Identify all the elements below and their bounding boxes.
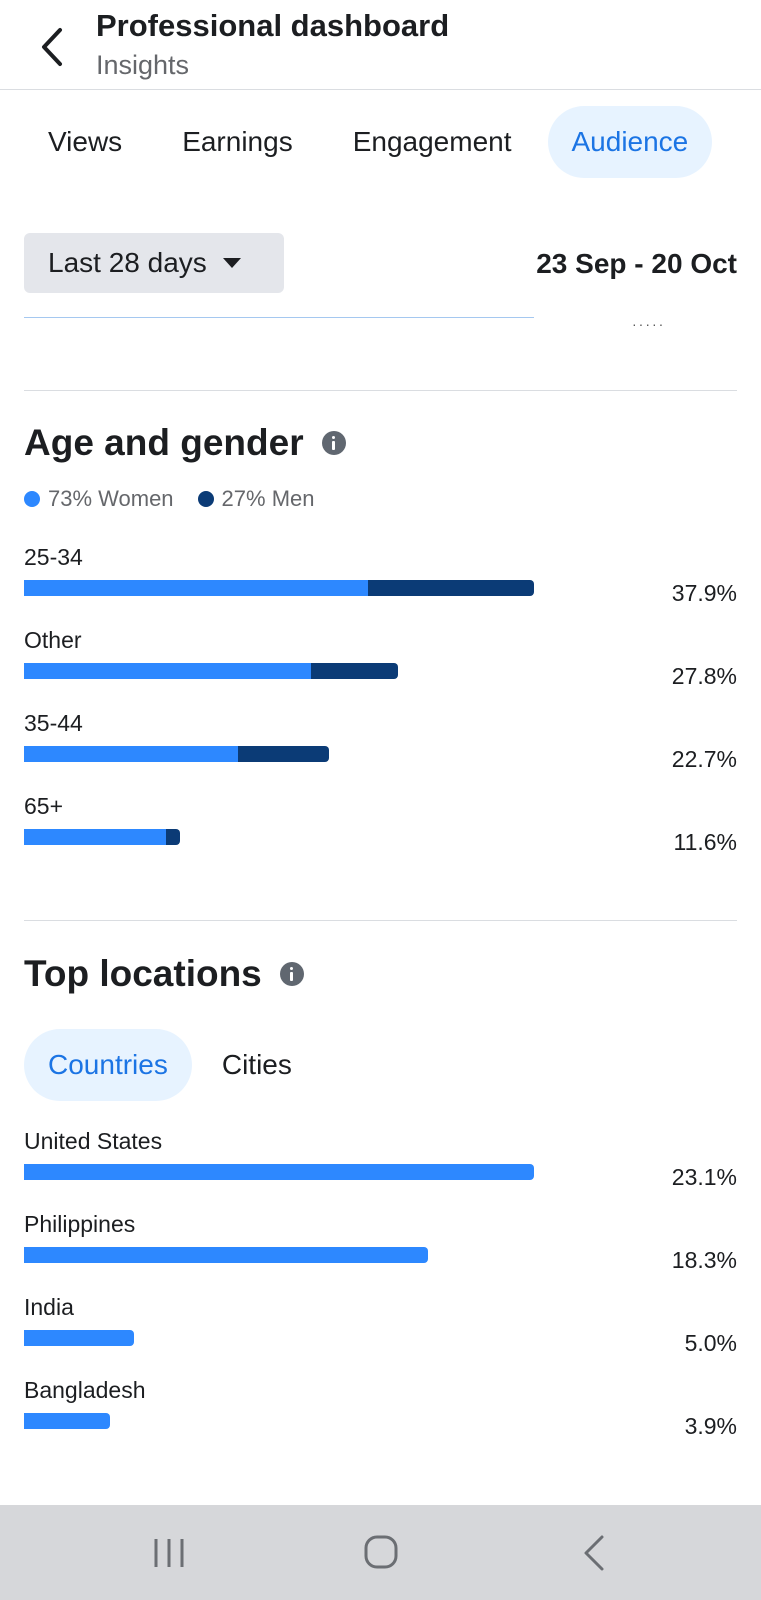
location-row: India 5.0% <box>24 1294 737 1374</box>
women-segment <box>24 746 238 762</box>
insights-tabs: Views Earnings Engagement Audience <box>24 106 713 178</box>
location-bar-fill <box>24 1330 135 1346</box>
age-row: 35-44 22.7% <box>24 710 737 790</box>
tab-earnings[interactable]: Earnings <box>182 126 293 157</box>
age-bar <box>24 580 534 596</box>
date-range-label: Last 28 days <box>48 247 207 278</box>
previous-chart-line <box>24 317 534 318</box>
back-icon <box>584 1535 604 1571</box>
recent-apps-icon <box>154 1539 184 1567</box>
tab-audience[interactable]: Audience <box>547 106 713 178</box>
location-bar <box>24 1164 534 1180</box>
location-tabs: Countries Cities <box>24 1029 316 1101</box>
age-percent: 37.9% <box>671 580 737 606</box>
legend-women: 73% Women <box>24 486 174 512</box>
age-label: 35-44 <box>24 710 83 736</box>
age-row: 65+ 11.6% <box>24 793 737 873</box>
age-row: Other 27.8% <box>24 627 737 707</box>
info-icon[interactable] <box>279 962 304 986</box>
location-bar <box>24 1247 429 1263</box>
women-dot <box>24 491 40 507</box>
home-button[interactable] <box>352 1527 412 1579</box>
legend-men-label: 27% Men <box>221 486 315 511</box>
section-divider <box>24 920 737 921</box>
legend-men: 27% Men <box>197 486 315 512</box>
age-gender-title: Age and gender <box>24 422 346 464</box>
page-title: Professional dashboard <box>96 8 450 43</box>
caret-down-icon <box>222 258 241 268</box>
location-bar-fill <box>24 1413 111 1429</box>
women-segment <box>24 663 312 679</box>
age-label: 25-34 <box>24 544 83 570</box>
location-row: Philippines 18.3% <box>24 1211 737 1291</box>
system-back-button[interactable] <box>566 1527 626 1579</box>
home-icon <box>364 1535 398 1569</box>
men-dot <box>197 491 214 507</box>
men-segment <box>368 580 534 596</box>
date-range-text: 23 Sep - 20 Oct <box>536 248 737 279</box>
app-header: Professional dashboard Insights <box>0 0 761 90</box>
tab-countries[interactable]: Countries <box>24 1029 192 1101</box>
location-bar-fill <box>24 1247 429 1263</box>
age-percent: 22.7% <box>671 746 737 772</box>
top-locations-title-text: Top locations <box>24 953 262 994</box>
info-icon[interactable] <box>321 431 346 455</box>
location-row: United States 23.1% <box>24 1128 737 1208</box>
previous-chart-edge: ····· <box>632 316 666 332</box>
recent-apps-button[interactable] <box>140 1527 200 1579</box>
women-segment <box>24 829 167 845</box>
age-row: 25-34 37.9% <box>24 544 737 624</box>
location-percent: 18.3% <box>671 1247 737 1273</box>
gender-legend: 73% Women 27% Men <box>24 486 315 512</box>
age-bar <box>24 829 181 845</box>
men-segment <box>166 829 181 845</box>
location-percent: 5.0% <box>684 1330 737 1356</box>
location-bar <box>24 1330 135 1346</box>
page-subtitle: Insights <box>96 50 190 80</box>
location-bar <box>24 1413 111 1429</box>
location-bar-fill <box>24 1164 534 1180</box>
location-label: United States <box>24 1128 163 1154</box>
location-label: Bangladesh <box>24 1377 146 1403</box>
location-label: India <box>24 1294 74 1320</box>
location-percent: 3.9% <box>684 1413 737 1439</box>
section-divider <box>24 390 737 391</box>
system-nav-bar <box>0 1505 761 1600</box>
legend-women-label: 73% Women <box>48 486 174 511</box>
location-label: Philippines <box>24 1211 136 1237</box>
age-percent: 27.8% <box>671 663 737 689</box>
tab-views[interactable]: Views <box>48 126 123 157</box>
age-label: Other <box>24 627 82 653</box>
tab-engagement[interactable]: Engagement <box>352 126 512 157</box>
top-locations-title: Top locations <box>24 953 304 995</box>
location-percent: 23.1% <box>671 1164 737 1190</box>
women-segment <box>24 580 369 596</box>
men-segment <box>311 663 399 679</box>
men-segment <box>237 746 330 762</box>
date-range-dropdown[interactable]: Last 28 days <box>24 233 284 293</box>
chevron-left-icon <box>42 28 62 66</box>
back-button[interactable] <box>34 22 74 72</box>
location-row: Bangladesh 3.9% <box>24 1377 737 1457</box>
age-gender-title-text: Age and gender <box>24 422 304 463</box>
age-bar <box>24 663 399 679</box>
age-label: 65+ <box>24 793 64 819</box>
age-percent: 11.6% <box>673 829 737 855</box>
age-bar <box>24 746 330 762</box>
tab-cities[interactable]: Cities <box>221 1049 292 1080</box>
